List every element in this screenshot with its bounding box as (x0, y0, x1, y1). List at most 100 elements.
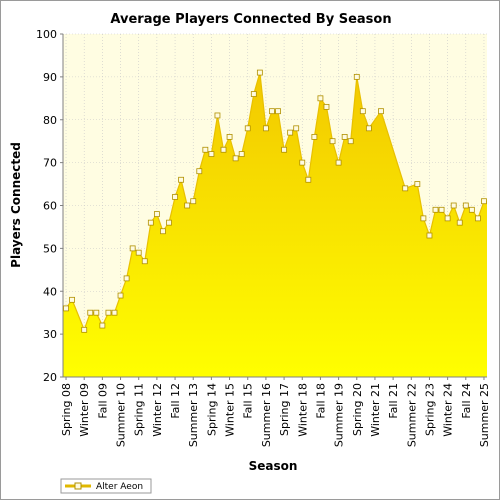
data-point (220, 146, 227, 153)
data-point (450, 202, 457, 209)
x-tick-label: Spring 08 (60, 383, 73, 436)
y-tick-label: 100 (36, 28, 57, 41)
data-point (93, 309, 100, 316)
data-point (123, 275, 130, 282)
data-point (250, 91, 257, 97)
data-point (202, 146, 209, 153)
data-point (481, 198, 487, 205)
data-point (365, 125, 372, 132)
x-tick-label: Spring 14 (205, 383, 218, 436)
data-point (81, 326, 88, 333)
data-point (129, 245, 136, 252)
data-point (359, 108, 366, 115)
x-tick-label: Spring 20 (351, 383, 364, 436)
y-tick-label: 60 (43, 200, 57, 213)
data-point (214, 112, 221, 119)
data-point (172, 194, 178, 200)
data-point (263, 125, 269, 132)
y-tick-label: 50 (43, 242, 57, 255)
data-point (438, 206, 445, 213)
x-tick-label: Winter 18 (296, 383, 309, 437)
x-tick-label: Spring 17 (278, 383, 291, 436)
data-point (305, 176, 312, 183)
x-tick-label: Summer 22 (405, 383, 418, 447)
data-point (456, 219, 463, 226)
x-tick-label: Winter 09 (78, 383, 91, 437)
data-point (269, 108, 275, 115)
x-tick-label: Fall 15 (242, 383, 255, 419)
data-point (317, 95, 324, 102)
data-point (160, 228, 166, 235)
data-point (426, 232, 433, 239)
data-point (190, 198, 197, 205)
data-point (420, 215, 427, 222)
x-tick-label: Winter 24 (442, 383, 455, 437)
data-point (111, 309, 118, 316)
data-point (208, 151, 215, 157)
y-tick-label: 90 (43, 71, 57, 84)
data-point (329, 138, 336, 145)
legend: Alter Aeon (60, 478, 152, 494)
data-point (99, 322, 106, 329)
data-point (63, 305, 69, 312)
y-tick-label: 20 (43, 371, 57, 384)
data-point (69, 296, 75, 303)
y-tick-label: 70 (43, 157, 57, 170)
data-point (353, 73, 360, 80)
data-point (166, 219, 172, 226)
data-point (293, 125, 300, 132)
x-tick-label: Spring 11 (133, 383, 146, 436)
x-tick-label: Fall 18 (314, 383, 327, 419)
legend-box (60, 478, 152, 494)
x-tick-label: Fall 12 (169, 383, 182, 419)
x-tick-label: Winter 12 (151, 383, 164, 437)
data-point (153, 211, 160, 217)
data-point (432, 206, 439, 213)
x-tick-label: Spring 23 (423, 383, 436, 436)
area-fill (63, 72, 487, 377)
x-tick-label: Summer 13 (187, 383, 200, 447)
chart-title: Average Players Connected By Season (110, 12, 391, 27)
x-tick-label: Winter 21 (369, 383, 382, 437)
x-axis-title: Season (249, 459, 298, 473)
data-point (462, 202, 469, 209)
x-tick-label: Fall 21 (387, 383, 400, 419)
data-point (135, 249, 142, 256)
data-point (299, 159, 306, 166)
data-point (147, 219, 154, 226)
data-point (117, 292, 124, 299)
data-point (335, 159, 342, 166)
y-tick-label: 40 (43, 285, 57, 298)
x-tick-label: Summer 25 (478, 383, 491, 447)
x-tick-label: Summer 19 (333, 383, 346, 447)
data-point (184, 202, 191, 209)
data-point (281, 146, 287, 153)
data-point (141, 258, 148, 265)
data-point (105, 309, 112, 316)
x-axis-ticks: Spring 08 Winter 09 Fall 09 Summer 10 Spring… (60, 377, 491, 447)
x-tick-label: Summer 16 (260, 383, 273, 447)
data-point (341, 133, 348, 140)
data-point (444, 215, 451, 222)
y-tick-label: 30 (43, 328, 57, 341)
data-point (311, 133, 318, 140)
data-point (468, 206, 475, 213)
data-point (475, 215, 481, 222)
x-tick-label: Winter 15 (224, 383, 237, 437)
x-tick-label: Fall 24 (460, 383, 473, 419)
series-markers (63, 69, 487, 333)
data-point (402, 185, 409, 192)
data-point (226, 133, 233, 140)
legend-label: Alter Aeon (96, 482, 143, 492)
data-point (256, 69, 263, 76)
legend-marker (74, 482, 82, 490)
data-point (414, 181, 421, 187)
data-point (287, 129, 294, 136)
data-point (178, 176, 185, 183)
y-tick-label: 80 (43, 114, 57, 127)
data-point (347, 138, 354, 145)
data-point (378, 108, 384, 115)
x-tick-label: Summer 10 (115, 383, 128, 447)
